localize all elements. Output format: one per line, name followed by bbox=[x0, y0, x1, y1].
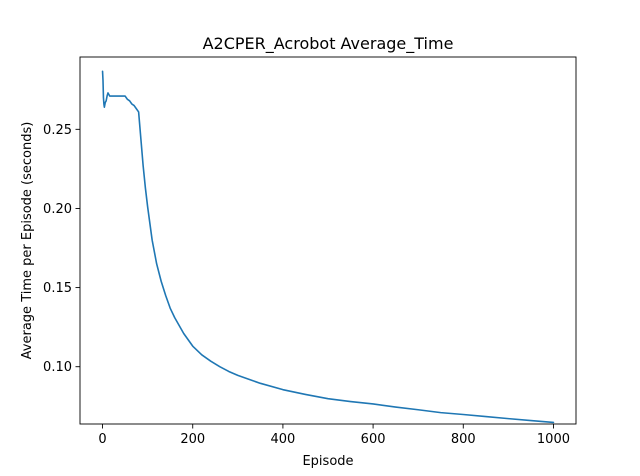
y-tick-label: 0.10 bbox=[43, 360, 72, 375]
chart-title: A2CPER_Acrobot Average_Time bbox=[203, 34, 454, 54]
y-axis-label: Average Time per Episode (seconds) bbox=[20, 122, 35, 360]
y-tick-label: 0.15 bbox=[43, 281, 72, 296]
x-tick-label: 400 bbox=[270, 432, 295, 447]
x-tick-label: 200 bbox=[180, 432, 205, 447]
plot-frame bbox=[79, 56, 577, 425]
x-tick-label: 600 bbox=[361, 432, 386, 447]
x-axis-label: Episode bbox=[302, 454, 353, 469]
x-tick-label: 1000 bbox=[537, 432, 570, 447]
x-tick-label: 800 bbox=[451, 432, 476, 447]
y-tick-label: 0.25 bbox=[43, 123, 72, 138]
plot-area bbox=[101, 70, 555, 424]
x-axis-ticks: 0 200 400 600 800 1000 bbox=[98, 424, 570, 447]
y-axis-ticks: 0.10 0.15 0.20 0.25 bbox=[43, 123, 80, 375]
y-tick-label: 0.20 bbox=[43, 202, 72, 217]
x-tick-label: 0 bbox=[98, 432, 106, 447]
series-line-0 bbox=[101, 70, 555, 424]
